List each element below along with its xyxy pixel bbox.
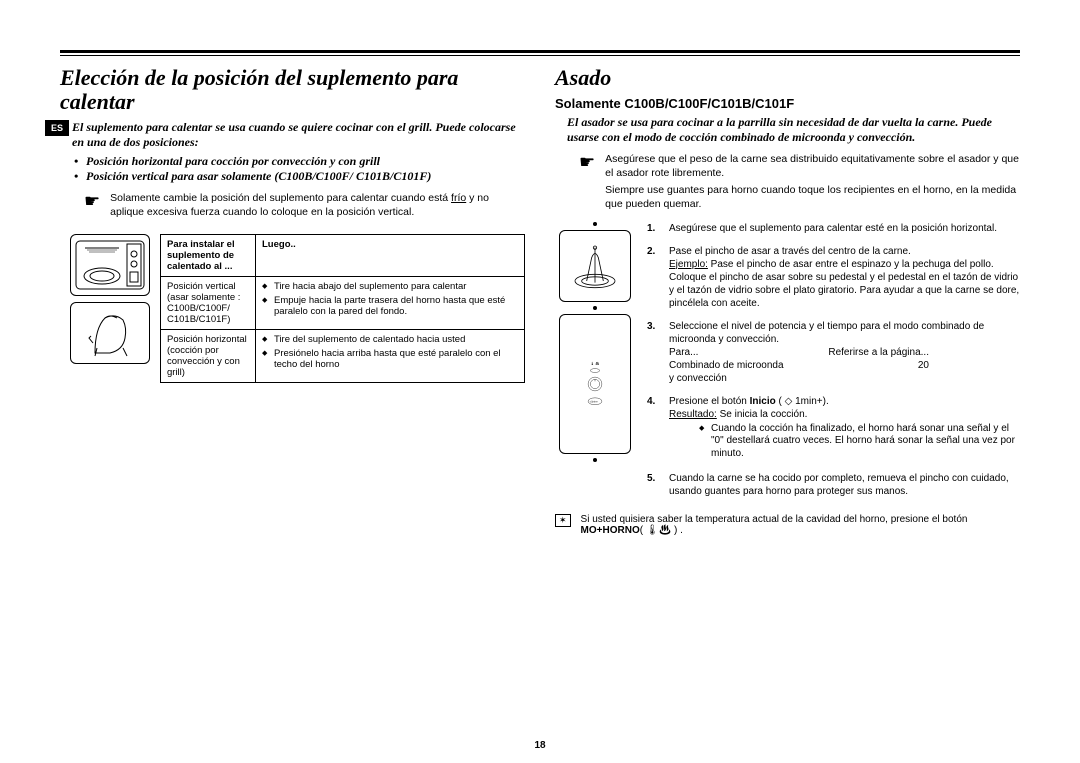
r2-item2: Presiónelo hacia arriba hasta que esté p… xyxy=(262,348,518,372)
language-tab: ES xyxy=(45,120,69,136)
r2c1: Posición horizontal (cocción por convecc… xyxy=(161,330,256,382)
right-p1: Asegúrese que el peso de la carne sea di… xyxy=(605,153,1020,180)
r1-item2: Empuje hacia la parte trasera del horno … xyxy=(262,295,518,319)
page-number: 18 xyxy=(0,740,1080,751)
svg-text:◇1min+: ◇1min+ xyxy=(590,400,599,403)
note-text: Si usted quisiera saber la temperatura a… xyxy=(581,514,1020,536)
step-4: 4. Presione el botón Inicio ( ◇ 1min+). … xyxy=(647,395,1020,463)
asado-layout: 🌡 ♨ ◇1min+ 1. Asegúrese que el suplement… xyxy=(555,222,1020,509)
instruction-table: Para instalar el suplemento de calentado… xyxy=(160,234,525,383)
r2c2: Tire del suplemento de calentado hacia u… xyxy=(256,330,524,382)
left-intro: El suplemento para calentar se usa cuand… xyxy=(72,120,525,150)
pointer-note: ☛ Solamente cambie la posición del suple… xyxy=(84,192,525,219)
control-panel-illustration: 🌡 ♨ ◇1min+ xyxy=(559,314,631,454)
left-title: Elección de la posición del suplemento p… xyxy=(60,66,525,114)
right-intro: El asador se usa para cocinar a la parri… xyxy=(567,115,1020,145)
step4-sub: Cuando la cocción ha finalizado, el horn… xyxy=(699,423,1020,461)
r2-item1: Tire del suplemento de calentado hacia u… xyxy=(262,334,518,346)
table-row-1: Posición vertical (asar solamente : C100… xyxy=(161,277,524,329)
right-pointer-text: Asegúrese que el peso de la carne sea di… xyxy=(605,153,1020,212)
th-2: Luego.. xyxy=(256,235,524,276)
right-subtitle: Solamente C100B/C100F/C101B/C101F xyxy=(555,96,1020,111)
left-column: Elección de la posición del suplemento p… xyxy=(60,66,525,536)
picture-column xyxy=(70,234,160,383)
temperature-note: ✶ Si usted quisiera saber la temperatura… xyxy=(555,514,1020,536)
step-1: 1. Asegúrese que el suplemento para cale… xyxy=(647,222,1020,235)
r1-item1: Tire hacia abajo del suplemento para cal… xyxy=(262,281,518,293)
asado-pictures: 🌡 ♨ ◇1min+ xyxy=(555,222,635,509)
right-p2: Siempre use guantes para horno cuando to… xyxy=(605,184,1020,211)
microwave-illustration-1 xyxy=(70,234,150,296)
connector-dot xyxy=(593,458,597,462)
th-1: Para instalar el suplemento de calentado… xyxy=(161,235,256,276)
top-rule-thick xyxy=(60,50,1020,53)
left-picture-table: Para instalar el suplemento de calentado… xyxy=(70,234,525,383)
pointer-icon: ☛ xyxy=(579,153,595,171)
pointer-icon: ☛ xyxy=(84,192,100,210)
svg-text:🌡 ♨: 🌡 ♨ xyxy=(590,361,599,365)
bullet-1: Posición horizontal para cocción por con… xyxy=(86,154,525,169)
table-row-2: Posición horizontal (cocción por convecc… xyxy=(161,330,524,382)
note-icon: ✶ xyxy=(555,514,571,527)
r1c1: Posición vertical (asar solamente : C100… xyxy=(161,277,256,329)
step-3: 3. Seleccione el nivel de potencia y el … xyxy=(647,320,1020,385)
right-title: Asado xyxy=(555,66,1020,90)
connector-dot xyxy=(593,222,597,226)
right-pointer-note: ☛ Asegúrese que el peso de la carne sea … xyxy=(579,153,1020,212)
pointer-text: Solamente cambie la posición del supleme… xyxy=(110,192,525,219)
two-column-layout: Elección de la posición del suplemento p… xyxy=(60,66,1020,536)
microwave-illustration-2 xyxy=(70,302,150,364)
r1c2: Tire hacia abajo del suplemento para cal… xyxy=(256,277,524,329)
table-header: Para instalar el suplemento de calentado… xyxy=(161,235,524,277)
step-5: 5. Cuando la carne se ha cocido por comp… xyxy=(647,472,1020,498)
bullet-2: Posición vertical para asar solamente (C… xyxy=(86,169,525,184)
step-2: 2. Pase el pincho de asar a través del c… xyxy=(647,245,1020,310)
left-bullets: Posición horizontal para cocción por con… xyxy=(72,154,525,184)
spit-illustration xyxy=(559,230,631,302)
connector-dot xyxy=(593,306,597,310)
steps-list: 1. Asegúrese que el suplemento para cale… xyxy=(647,222,1020,509)
top-rule-thin xyxy=(60,55,1020,56)
right-column: Asado Solamente C100B/C100F/C101B/C101F … xyxy=(555,66,1020,536)
